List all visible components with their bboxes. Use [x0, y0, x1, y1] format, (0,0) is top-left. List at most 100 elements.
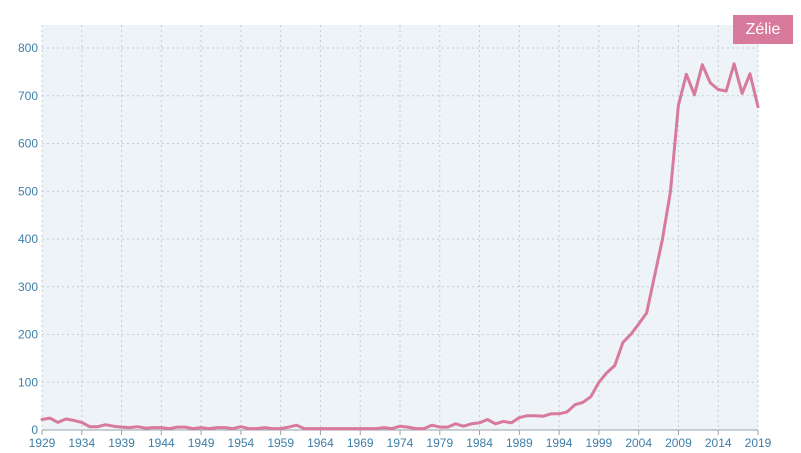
- data-point[interactable]: [224, 426, 226, 429]
- data-point[interactable]: [598, 381, 600, 384]
- data-point[interactable]: [757, 105, 759, 108]
- data-point[interactable]: [311, 427, 314, 430]
- data-point[interactable]: [407, 426, 409, 428]
- data-point[interactable]: [741, 92, 743, 95]
- data-point[interactable]: [582, 401, 584, 404]
- data-point[interactable]: [120, 426, 123, 428]
- x-tick-label: 1944: [148, 436, 175, 450]
- data-point[interactable]: [606, 371, 608, 374]
- data-point[interactable]: [701, 63, 704, 66]
- data-point[interactable]: [351, 427, 354, 430]
- data-point[interactable]: [255, 427, 258, 430]
- data-point[interactable]: [685, 73, 688, 76]
- data-point[interactable]: [343, 427, 346, 430]
- data-point[interactable]: [542, 415, 544, 418]
- data-point[interactable]: [446, 426, 449, 428]
- data-point[interactable]: [168, 427, 171, 430]
- data-point[interactable]: [661, 238, 664, 240]
- data-point[interactable]: [645, 312, 648, 314]
- data-point[interactable]: [65, 418, 67, 420]
- data-point[interactable]: [439, 426, 441, 428]
- legend-entry-zelie[interactable]: Zélie: [733, 15, 793, 44]
- data-point[interactable]: [303, 427, 306, 430]
- data-point[interactable]: [717, 88, 719, 91]
- data-point[interactable]: [669, 190, 672, 193]
- data-point[interactable]: [454, 423, 457, 425]
- data-point[interactable]: [693, 94, 696, 96]
- data-point[interactable]: [574, 403, 576, 406]
- data-point[interactable]: [653, 275, 656, 277]
- data-point[interactable]: [88, 425, 91, 428]
- data-point[interactable]: [478, 422, 481, 424]
- data-point[interactable]: [128, 426, 131, 429]
- data-point[interactable]: [264, 426, 266, 429]
- data-point[interactable]: [637, 323, 640, 325]
- data-point[interactable]: [709, 82, 712, 84]
- data-point[interactable]: [550, 413, 552, 415]
- data-point[interactable]: [629, 333, 632, 336]
- data-point[interactable]: [367, 427, 370, 430]
- data-point[interactable]: [240, 425, 242, 428]
- data-point[interactable]: [534, 414, 536, 417]
- data-point[interactable]: [160, 426, 163, 429]
- data-point[interactable]: [383, 426, 385, 429]
- data-point[interactable]: [526, 414, 529, 417]
- data-point[interactable]: [271, 427, 274, 430]
- data-point[interactable]: [622, 341, 624, 344]
- data-point[interactable]: [415, 427, 417, 430]
- data-point[interactable]: [295, 424, 298, 427]
- data-point[interactable]: [41, 418, 43, 421]
- data-point[interactable]: [81, 421, 83, 424]
- data-point[interactable]: [566, 411, 568, 413]
- data-point[interactable]: [359, 427, 362, 430]
- data-point[interactable]: [375, 427, 377, 430]
- data-point[interactable]: [192, 427, 194, 430]
- data-point[interactable]: [248, 427, 250, 430]
- data-point[interactable]: [144, 427, 147, 429]
- data-point[interactable]: [558, 413, 560, 415]
- data-point[interactable]: [423, 427, 425, 430]
- data-point[interactable]: [104, 423, 107, 426]
- data-point[interactable]: [486, 418, 489, 421]
- data-point[interactable]: [335, 427, 338, 430]
- data-point[interactable]: [152, 426, 155, 429]
- x-axis: 1929 1934 1939 1944 1949 1954 1959 1964 1969 1974…: [29, 429, 772, 450]
- data-point[interactable]: [725, 90, 727, 92]
- data-point[interactable]: [73, 419, 75, 422]
- data-point[interactable]: [96, 425, 99, 428]
- y-tick-label: 400: [18, 232, 38, 246]
- data-point[interactable]: [136, 425, 139, 428]
- data-point[interactable]: [749, 73, 751, 75]
- data-point[interactable]: [287, 426, 290, 428]
- data-point[interactable]: [462, 425, 465, 428]
- x-tick-label: 2019: [745, 436, 772, 450]
- data-point[interactable]: [319, 427, 322, 430]
- x-tick-label: 1939: [108, 436, 135, 450]
- data-point[interactable]: [470, 423, 473, 425]
- data-point[interactable]: [518, 416, 521, 419]
- data-point[interactable]: [208, 427, 210, 430]
- data-point[interactable]: [614, 364, 616, 367]
- data-point[interactable]: [510, 422, 513, 424]
- plot-area: [42, 25, 758, 430]
- data-point[interactable]: [49, 417, 51, 419]
- x-tick-label: 1999: [586, 436, 613, 450]
- data-point[interactable]: [327, 427, 330, 430]
- data-point[interactable]: [184, 426, 186, 428]
- data-point[interactable]: [216, 426, 218, 429]
- data-point[interactable]: [232, 427, 234, 430]
- data-point[interactable]: [431, 424, 433, 427]
- data-point[interactable]: [590, 395, 592, 398]
- data-point[interactable]: [733, 63, 735, 65]
- data-point[interactable]: [494, 423, 497, 425]
- data-point[interactable]: [391, 427, 393, 430]
- data-point[interactable]: [399, 425, 401, 428]
- data-point[interactable]: [57, 421, 59, 424]
- data-point[interactable]: [502, 420, 505, 423]
- data-point[interactable]: [677, 104, 680, 107]
- data-point[interactable]: [279, 427, 282, 430]
- data-point[interactable]: [112, 425, 115, 428]
- data-point[interactable]: [176, 426, 178, 428]
- data-point[interactable]: [200, 426, 202, 429]
